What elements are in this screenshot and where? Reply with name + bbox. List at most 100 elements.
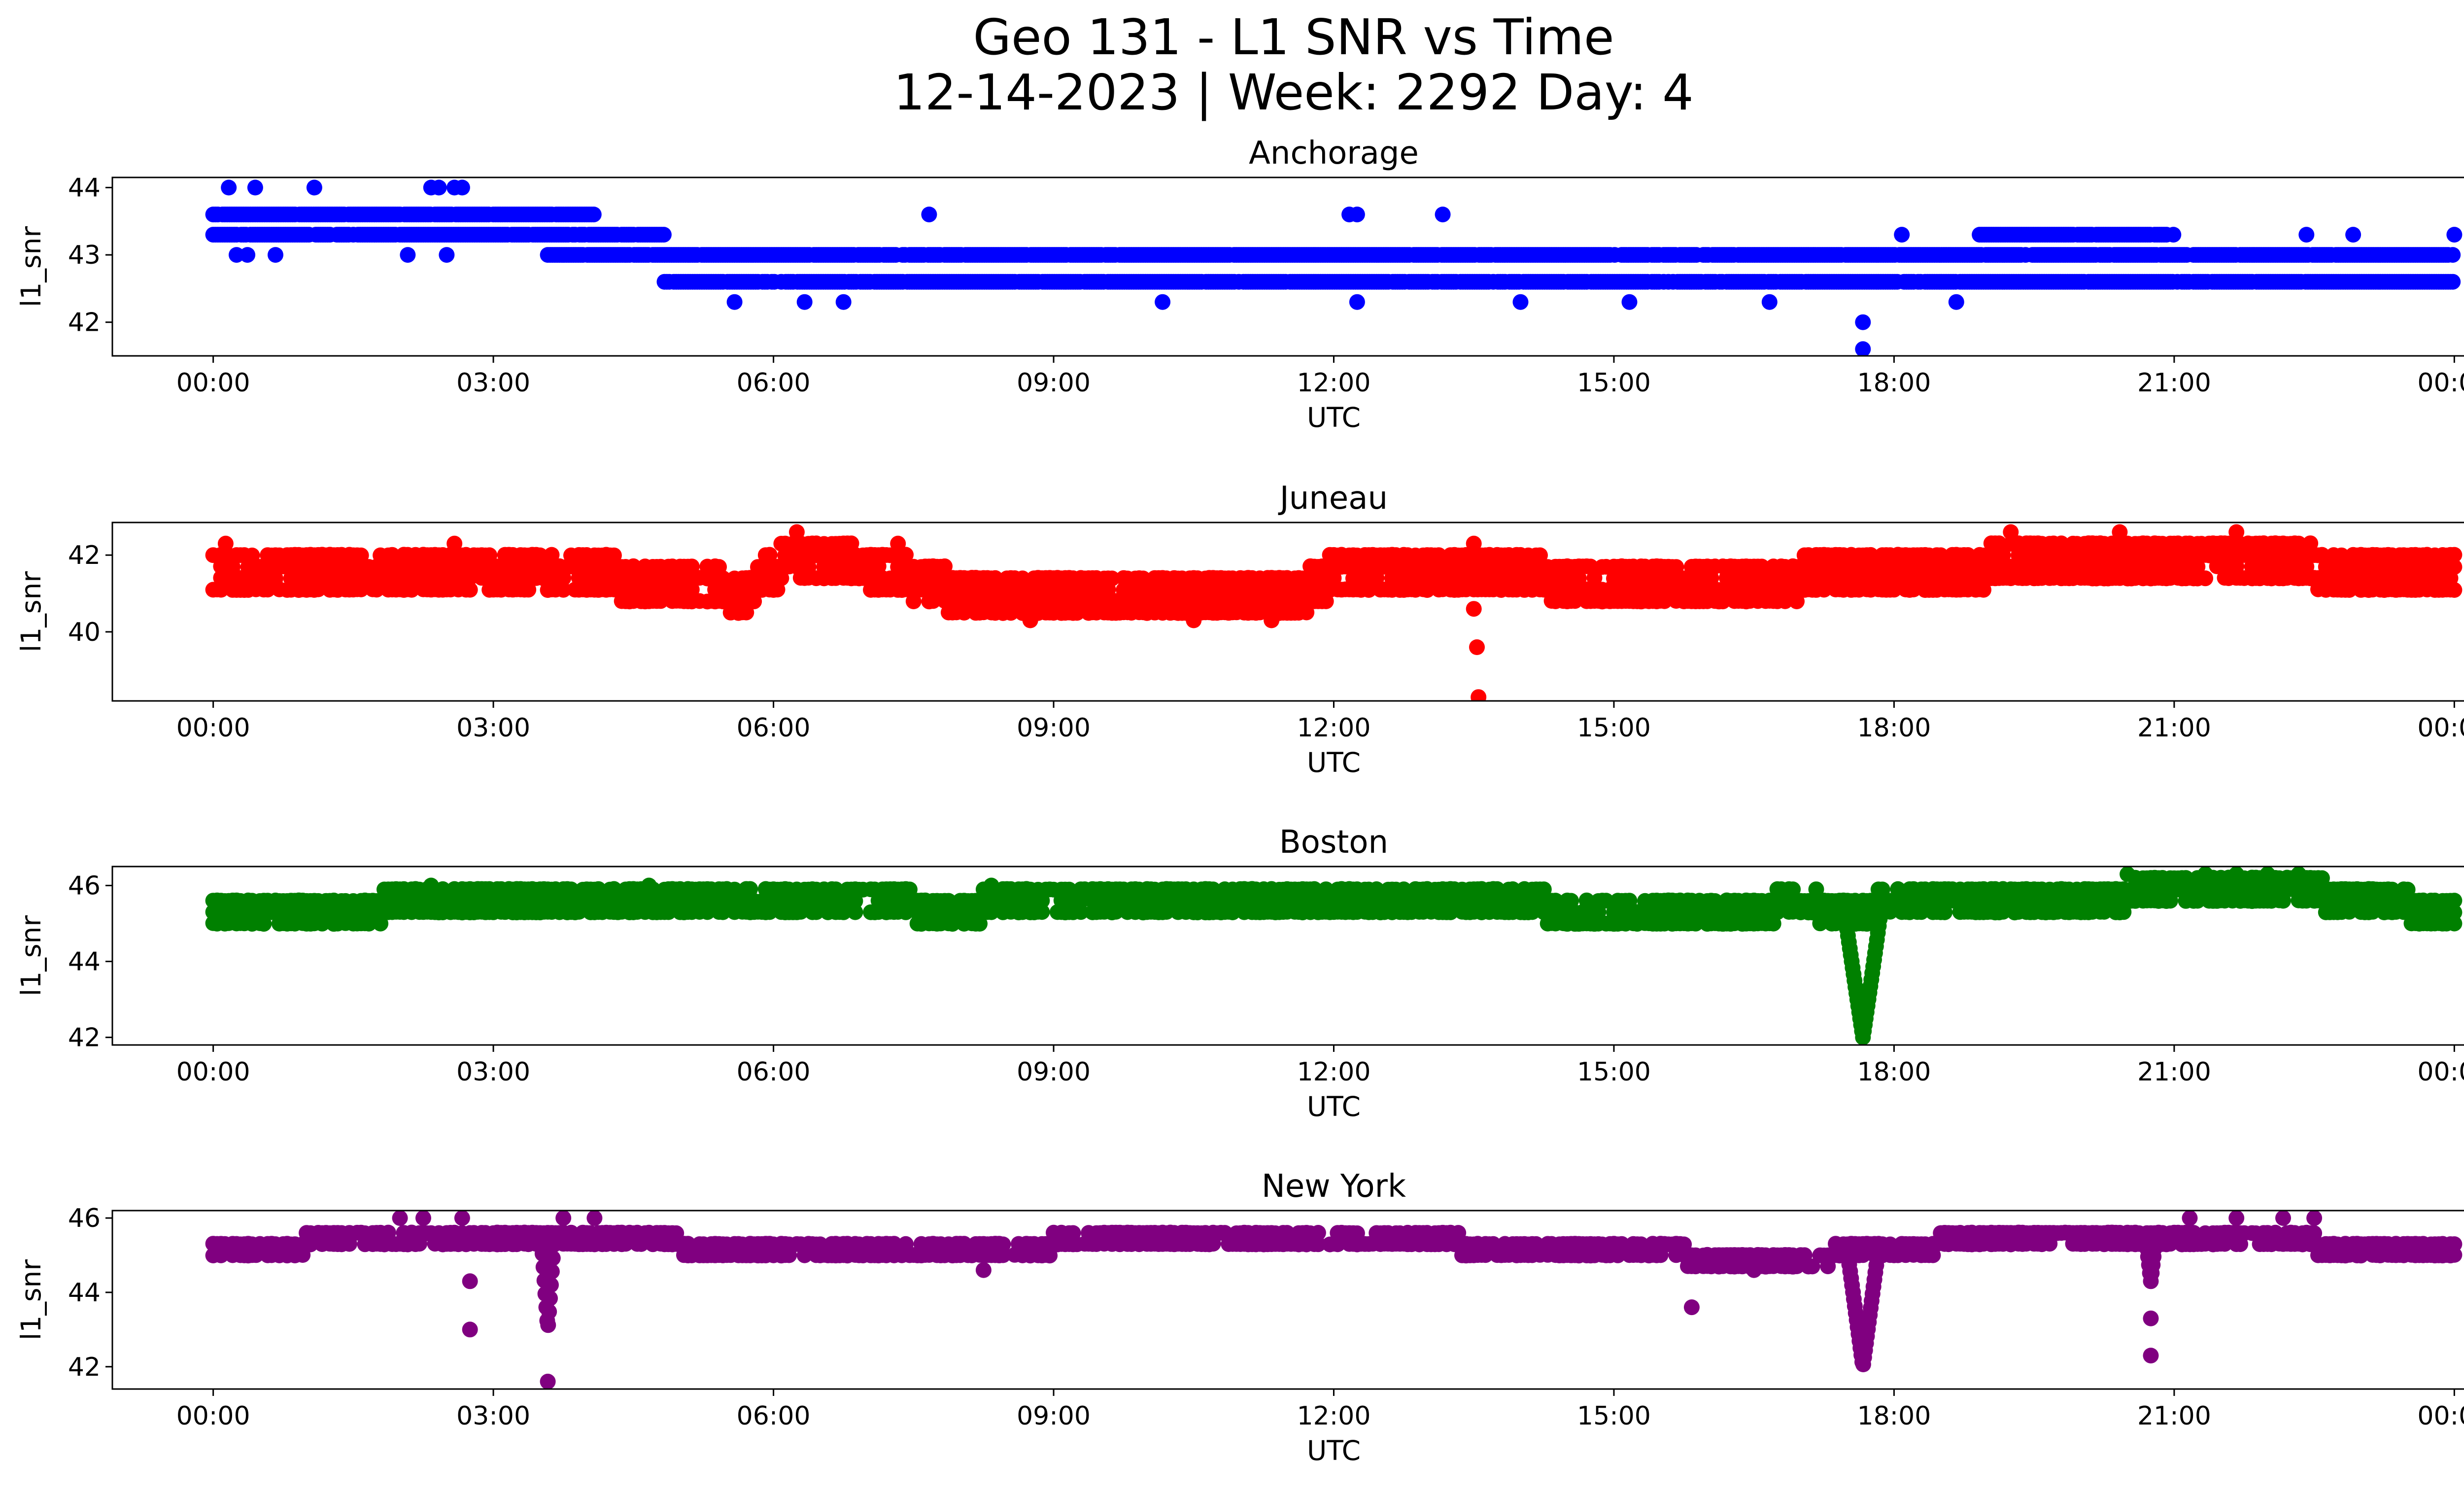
y-axis-label: l1_snr <box>15 571 47 652</box>
band-point <box>1656 904 1673 920</box>
band-point <box>715 904 731 920</box>
level-point <box>2445 274 2461 290</box>
band-point <box>1419 582 1435 598</box>
outlier-point <box>1471 689 1487 701</box>
band-point <box>310 581 326 597</box>
x-tick-label: 12:00 <box>1297 368 1371 398</box>
band-point <box>1306 881 1322 897</box>
band-point <box>2050 893 2065 909</box>
band-point <box>1073 904 1089 920</box>
band-point <box>244 547 260 563</box>
x-tick-label: 00:00 <box>2417 713 2464 743</box>
outlier-point <box>439 247 455 263</box>
x-axis-label: UTC <box>1307 402 1361 433</box>
level-point <box>2165 227 2182 243</box>
outlier-point <box>2003 524 2019 540</box>
outlier-point <box>1186 612 1202 628</box>
outlier-point <box>268 247 283 263</box>
outlier-point <box>446 535 463 552</box>
band-point <box>625 558 642 574</box>
outlier-point <box>1155 294 1171 310</box>
band-point <box>2053 535 2069 552</box>
band-point <box>404 582 420 598</box>
band-point <box>2446 547 2463 563</box>
x-tick-label: 06:00 <box>737 368 811 398</box>
band-point <box>835 904 852 920</box>
band-point <box>761 547 778 563</box>
outlier-point <box>1022 612 1038 628</box>
y-tick-label: 42 <box>68 308 101 338</box>
band-point <box>2162 893 2178 909</box>
outlier-point <box>1349 207 1365 223</box>
band-point <box>898 547 914 563</box>
band-point <box>1442 904 1459 920</box>
subplot-title: Boston <box>1279 824 1388 861</box>
y-tick-label: 42 <box>68 541 101 570</box>
outlier-point <box>1466 535 1482 552</box>
subplot-title: Juneau <box>1278 480 1388 517</box>
band-point <box>2314 547 2330 563</box>
x-tick-label: 03:00 <box>456 368 530 398</box>
band-point <box>2446 559 2463 575</box>
band-point <box>847 904 863 920</box>
band-point <box>1905 581 1921 597</box>
outlier-point <box>221 179 237 196</box>
x-tick-label: 18:00 <box>1857 713 1931 743</box>
y-tick-label: 44 <box>68 173 101 203</box>
outlier-point <box>1264 612 1280 628</box>
outlier-point <box>247 179 263 196</box>
figure-title-line1: Geo 131 - L1 SNR vs Time <box>973 8 1614 66</box>
band-point <box>2197 570 2214 587</box>
band-point <box>1104 570 1120 587</box>
band-point <box>1668 559 1684 575</box>
band-point <box>2178 870 2194 886</box>
scatter-points <box>205 179 2463 356</box>
band-point <box>532 547 548 563</box>
outlier-point <box>2345 227 2361 243</box>
outlier-point <box>2112 524 2128 540</box>
outlier-point <box>400 247 416 263</box>
x-tick-label: 09:00 <box>1017 713 1091 743</box>
band-point <box>1991 535 2007 552</box>
x-tick-label: 00:00 <box>2417 368 2464 398</box>
band-point <box>1493 570 1509 586</box>
x-tick-label: 15:00 <box>1577 368 1651 398</box>
outlier-point <box>1621 294 1638 310</box>
level-point <box>585 207 602 223</box>
y-tick-label: 40 <box>68 618 101 647</box>
outlier-point <box>726 294 743 310</box>
band-point <box>213 582 229 598</box>
x-tick-label: 12:00 <box>1297 713 1371 743</box>
band-point <box>937 558 953 574</box>
band-point <box>555 582 572 598</box>
outlier-point <box>229 247 244 263</box>
band-point <box>800 559 817 575</box>
outlier-point <box>1948 294 1964 310</box>
outlier-point <box>1435 207 1451 223</box>
band-point <box>1034 904 1050 920</box>
x-tick-label: 00:00 <box>176 368 250 398</box>
outlier-point <box>240 247 256 263</box>
band-point <box>1937 904 1953 920</box>
outlier-point <box>1761 294 1778 310</box>
outlier-point <box>796 294 813 310</box>
outlier-point <box>1466 601 1482 617</box>
outlier-point <box>1469 639 1485 655</box>
outlier-point <box>454 179 470 196</box>
x-tick-label: 09:00 <box>1017 368 1091 398</box>
band-point <box>742 881 758 897</box>
band-point <box>2341 582 2358 598</box>
band-point <box>1816 582 1832 598</box>
band-point <box>1621 893 1638 909</box>
x-axis-label: UTC <box>1307 747 1361 778</box>
outlier-point <box>835 294 852 310</box>
band-point <box>684 558 700 575</box>
band-point <box>1754 558 1770 575</box>
band-point <box>2446 582 2463 598</box>
band-point <box>256 916 272 932</box>
band-point <box>944 916 960 932</box>
subplot-title: Anchorage <box>1249 135 1419 172</box>
x-tick-label: 00:00 <box>176 713 250 743</box>
